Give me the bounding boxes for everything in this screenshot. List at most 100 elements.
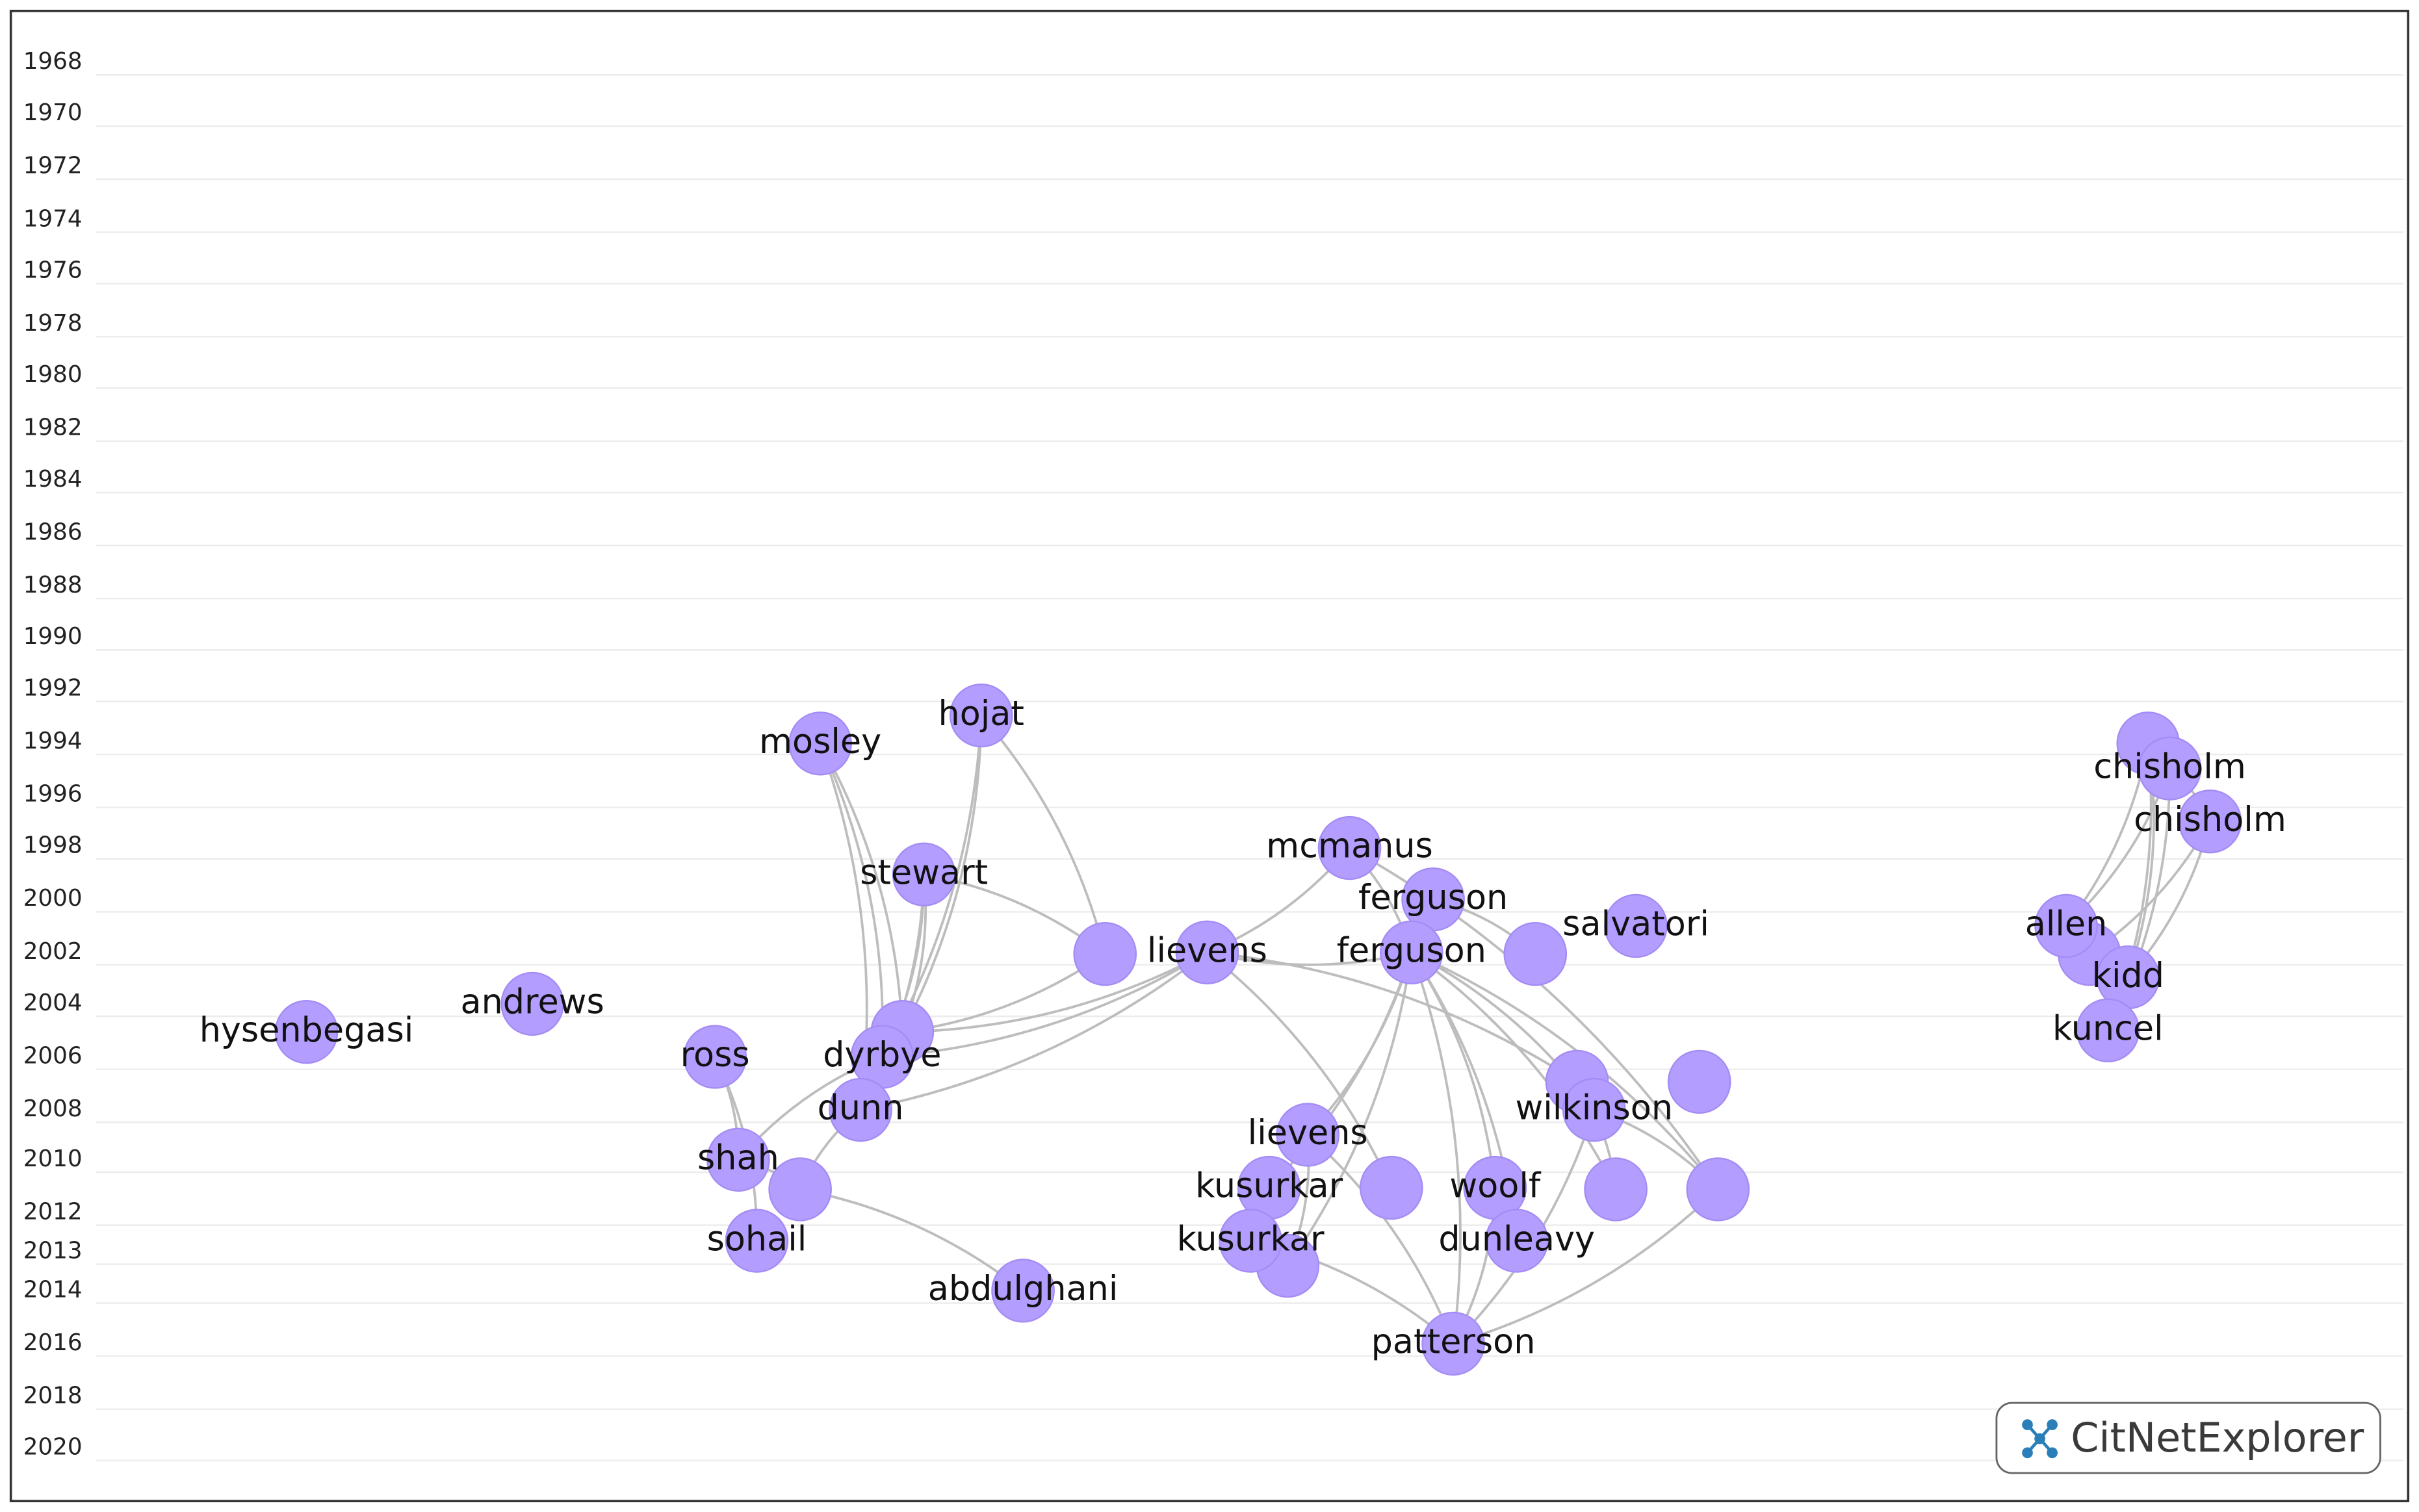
node-label: lievens: [1248, 1113, 1368, 1153]
node-label: mcmanus: [1266, 826, 1433, 866]
publication-node: [2138, 736, 2202, 801]
publication-node: [1379, 920, 1443, 984]
year-label: 2004: [23, 990, 83, 1016]
node-label: hysenbegasi: [200, 1010, 414, 1050]
year-label: 2010: [23, 1146, 83, 1172]
node-label: wilkinson: [1515, 1088, 1673, 1128]
node-label: chisholm: [2134, 800, 2286, 839]
node-label: kusurkar: [1177, 1219, 1325, 1259]
citation-link: [799, 1188, 1024, 1292]
publication-node: [1562, 1077, 1626, 1142]
node-label: kuncel: [2052, 1008, 2164, 1048]
publication-node: [500, 971, 564, 1036]
year-label: 2012: [23, 1198, 83, 1225]
citation-link: [1286, 952, 1413, 1267]
publication-node: [683, 1025, 747, 1089]
year-label: 2000: [23, 885, 83, 912]
publication-node: [1175, 920, 1239, 984]
frame: [9, 9, 2410, 1503]
publication-node: [706, 1127, 770, 1192]
publication-node: [274, 999, 339, 1064]
year-label: 1990: [23, 623, 83, 650]
node-label: stewart: [860, 852, 988, 892]
publication-node: [1219, 1209, 1282, 1273]
node-label: kusurkar: [1195, 1166, 1343, 1206]
publication-node: [1584, 1157, 1648, 1222]
publication-node: [892, 842, 956, 907]
year-label: 1986: [23, 519, 83, 545]
node-label: salvatori: [1562, 904, 1709, 944]
node-label: ferguson: [1337, 930, 1486, 970]
node-label: ross: [680, 1035, 750, 1075]
year-label: 1988: [23, 572, 83, 598]
node-label: kidd: [2092, 956, 2164, 995]
year-label: 1974: [23, 205, 83, 232]
year-label: 1972: [23, 153, 83, 179]
publication-node: [1359, 1155, 1423, 1220]
year-label: 2013: [23, 1237, 83, 1264]
node-label: lievens: [1147, 930, 1267, 970]
logo-text: CitNetExplorer: [2071, 1414, 2364, 1461]
node-label: dunn: [818, 1088, 904, 1128]
publication-node: [1317, 815, 1382, 880]
year-label: 1998: [23, 832, 83, 859]
publication-node: [829, 1077, 892, 1142]
citation-link: [1207, 951, 1578, 1083]
year-label: 1978: [23, 310, 83, 337]
logo-icon: [2022, 1419, 2058, 1459]
logo: CitNetExplorer: [1995, 1402, 2381, 1474]
node-label: hojat: [938, 694, 1024, 734]
node-label: woolf: [1449, 1166, 1541, 1206]
publication-node: [1604, 893, 1668, 958]
node-label: ferguson: [1358, 878, 1508, 917]
citation-link: [1453, 1188, 1719, 1345]
year-label: 1980: [23, 361, 83, 388]
publication-node: [1667, 1049, 1731, 1114]
publication-node: [2034, 893, 2098, 958]
publication-node: [2076, 998, 2140, 1062]
citation-link: [1306, 1134, 1455, 1344]
year-label: 2006: [23, 1042, 83, 1069]
citation-link: [819, 743, 904, 1032]
year-label: 2002: [23, 938, 83, 965]
node-label: dunleavy: [1438, 1219, 1595, 1259]
year-label: 2020: [23, 1434, 83, 1461]
publication-node: [949, 683, 1013, 748]
citation-link: [901, 715, 983, 1033]
year-label: 1992: [23, 674, 83, 701]
node-label: sohail: [707, 1219, 807, 1259]
year-label: 2014: [23, 1276, 83, 1303]
publication-node: [725, 1209, 789, 1273]
node-label: chisholm: [2093, 747, 2246, 786]
publication-node: [2178, 789, 2242, 854]
year-label: 1970: [23, 99, 83, 126]
node-label: mosley: [759, 722, 881, 762]
publication-node: [1484, 1209, 1549, 1273]
publication-node: [991, 1259, 1055, 1323]
citation-link: [1410, 951, 1617, 1190]
year-label: 1994: [23, 728, 83, 754]
year-label: 2016: [23, 1329, 83, 1356]
citation-link: [860, 951, 1208, 1111]
publication-node: [1276, 1103, 1340, 1167]
logo-box: [1995, 1402, 2381, 1474]
node-label: abdulghani: [928, 1269, 1119, 1309]
publication-node: [1686, 1157, 1750, 1222]
publication-node: [788, 711, 852, 776]
citation-link: [882, 951, 1208, 1058]
node-label: andrews: [461, 982, 604, 1021]
citation-link: [980, 714, 1107, 955]
publication-node: [1073, 921, 1137, 986]
year-label: 1984: [23, 466, 83, 493]
year-label: 1968: [23, 48, 83, 75]
node-label: dyrbye: [823, 1035, 941, 1075]
publication-node: [768, 1157, 832, 1222]
node-label: allen: [2025, 904, 2108, 944]
citation-link: [902, 951, 1208, 1034]
year-label: 2018: [23, 1382, 83, 1409]
publication-node: [1421, 1311, 1485, 1376]
year-label: 1996: [23, 780, 83, 807]
node-label: shah: [697, 1138, 779, 1177]
